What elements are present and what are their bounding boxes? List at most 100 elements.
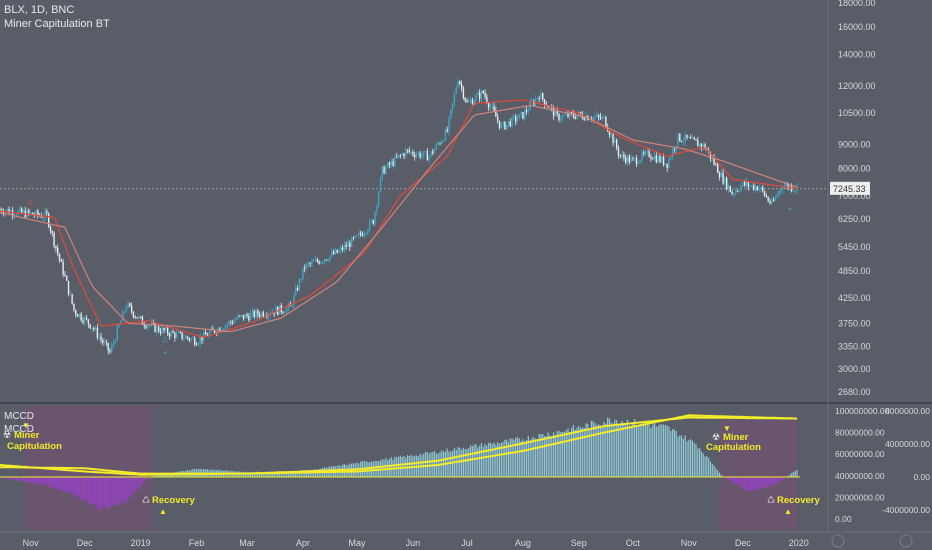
candle-body [477, 92, 479, 96]
candle-body [763, 190, 766, 196]
candle-body [704, 144, 706, 149]
sub-left-axis-label: 20000000.00 [835, 492, 885, 502]
candle-body [634, 158, 636, 159]
histogram-bar [718, 472, 721, 477]
candle-body [399, 155, 402, 156]
candle-body [736, 190, 739, 192]
histogram-bar [612, 423, 614, 477]
candle-body [156, 326, 158, 332]
candle-body [688, 137, 690, 138]
candle-body [518, 113, 521, 119]
histogram-bar [787, 475, 789, 477]
candle-body [51, 231, 53, 233]
candle-body [350, 237, 353, 247]
histogram-bar [37, 477, 39, 484]
candle-body [291, 305, 293, 307]
candle-body [138, 316, 140, 319]
histogram-bar [295, 471, 297, 477]
histogram-bar [396, 457, 398, 477]
candle-body [121, 311, 124, 321]
candle-body [661, 156, 663, 162]
candle-body [648, 150, 650, 157]
candle-body [307, 263, 310, 265]
candle-body [316, 259, 319, 262]
histogram-bar [19, 477, 21, 482]
histogram-bar [268, 471, 270, 477]
histogram-bar [677, 436, 679, 477]
candle-body [641, 152, 643, 161]
histogram-bar [471, 445, 474, 477]
candle-body [542, 93, 544, 100]
histogram-bar [738, 477, 740, 487]
candle-body [671, 149, 674, 158]
candle-body [628, 156, 631, 163]
candle-body [181, 332, 183, 339]
histogram-bar [704, 456, 706, 477]
oscillator-line-2 [0, 414, 798, 475]
histogram-bar [116, 477, 118, 506]
candle-body [659, 156, 661, 162]
histogram-bar [691, 440, 694, 477]
candle-body [165, 327, 167, 331]
histogram-bar [610, 422, 612, 477]
candle-body [125, 307, 127, 312]
candle-body [700, 143, 703, 148]
histogram-bar [736, 477, 739, 485]
histogram-bar [715, 468, 717, 477]
candle-body [617, 148, 620, 155]
candle-body [749, 185, 751, 187]
histogram-bar [675, 430, 677, 477]
histogram-bar [556, 431, 558, 477]
candle-body [282, 311, 284, 313]
candle-body [758, 188, 760, 191]
histogram-bar [502, 441, 504, 477]
candle-body [745, 182, 748, 186]
histogram-bar [410, 454, 412, 477]
candle-body [304, 267, 306, 269]
candle-body [204, 332, 207, 335]
buy-marker: + [162, 348, 167, 358]
histogram-bar [504, 439, 506, 477]
histogram-bar [358, 463, 360, 477]
histogram-bar [747, 477, 749, 492]
candle-body [565, 113, 567, 115]
histogram-bar [695, 444, 697, 477]
candle-body [329, 255, 331, 261]
candle-body [111, 345, 113, 353]
histogram-bar [527, 435, 529, 477]
time-tick-label: Apr [296, 538, 310, 548]
histogram-bar [763, 477, 766, 488]
histogram-bar [159, 474, 162, 477]
candle-body [395, 156, 398, 158]
price-tick-label: 5450.00 [838, 242, 871, 252]
sub-right-axis-label: 4000000.00 [885, 439, 930, 449]
price-tick-label: 10500.00 [838, 108, 876, 118]
candle-body [242, 314, 245, 319]
candle-body [525, 110, 528, 112]
histogram-bar [40, 477, 43, 485]
histogram-bar [578, 425, 580, 477]
candle-body [226, 324, 228, 326]
candle-body [183, 338, 185, 340]
histogram-bar [740, 477, 742, 487]
candle-body [20, 208, 23, 213]
candle-body [682, 140, 685, 142]
histogram-bar [399, 455, 401, 477]
histogram-bar [756, 477, 758, 490]
sell-marker: - [30, 181, 33, 191]
candle-body [774, 197, 777, 201]
candle-body [388, 162, 391, 166]
histogram-bar [583, 427, 585, 477]
histogram-bar [538, 433, 540, 477]
histogram-bar [574, 429, 576, 477]
candle-body [450, 109, 452, 118]
histogram-bar [269, 471, 272, 477]
histogram-bar [662, 424, 665, 477]
candle-body [6, 209, 8, 212]
candle-body [576, 115, 578, 119]
histogram-bar [403, 455, 405, 477]
histogram-bar [592, 421, 594, 477]
histogram-bar [531, 438, 533, 477]
candle-body [363, 233, 365, 236]
histogram-bar [680, 435, 683, 477]
